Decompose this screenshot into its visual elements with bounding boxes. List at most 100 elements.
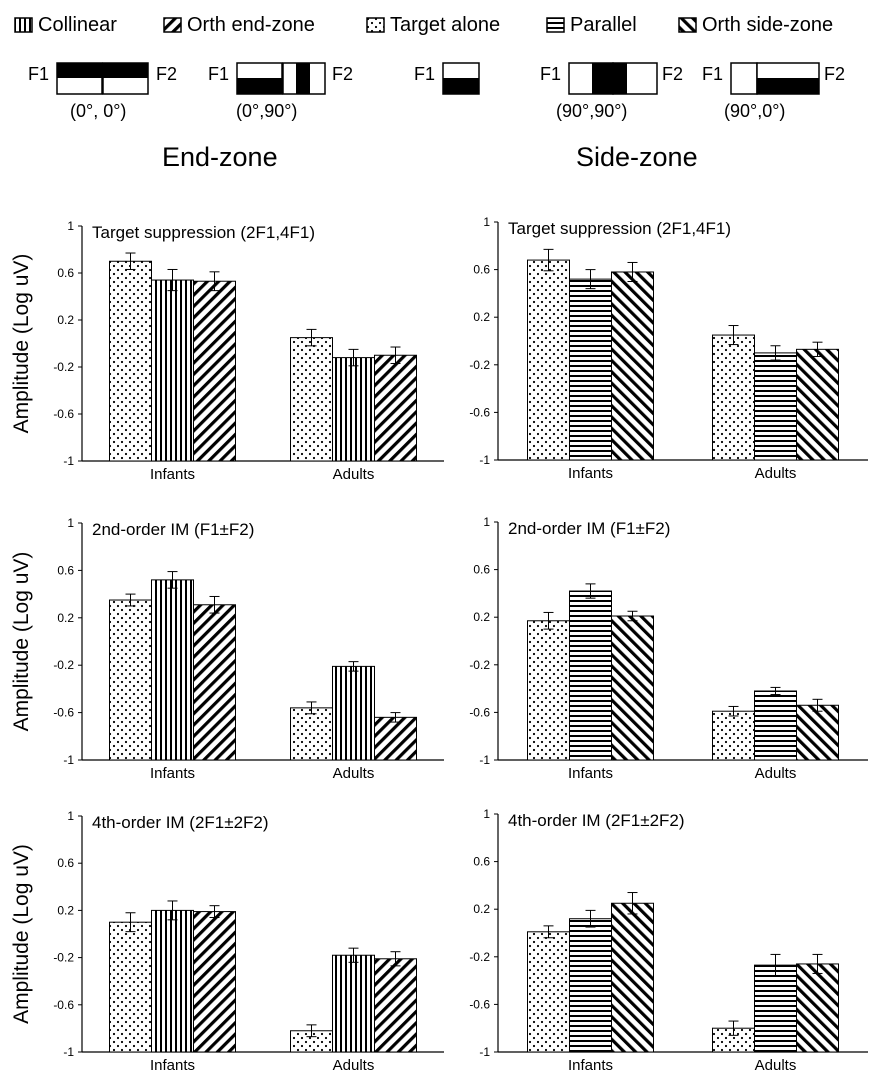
y-tick-label: 0.6: [57, 266, 74, 280]
bar-diag-up: [374, 716, 417, 761]
y-tick-label: 0.6: [57, 563, 74, 577]
bar-dots: [527, 931, 570, 1053]
config-f2-label: F2: [156, 64, 178, 84]
y-axis-label: Amplitude (Log uV): [10, 254, 33, 434]
config-orth-end-zone: F1 F2 (0°,90°): [208, 62, 353, 122]
chart-panel-3: 1 0.6 0.2 -0.2 -0.6 -1 2nd-order IM (F1±F2) Amp…: [10, 516, 444, 782]
legend-label: Parallel: [570, 14, 637, 36]
bar-vertical: [332, 665, 375, 761]
y-tick-label: -0.2: [469, 950, 490, 964]
bar-dots: [712, 710, 755, 761]
config-angle: (90°,0°): [724, 101, 786, 121]
y-tick-label: -0.6: [53, 407, 74, 421]
target-alone-config-icon: [442, 62, 480, 95]
y-tick-label: 0.6: [473, 263, 490, 277]
config-f1-label: F1: [208, 64, 230, 84]
bar-diag-up: [193, 280, 236, 462]
y-tick-label: -0.6: [469, 405, 490, 419]
config-f2-label: F2: [824, 64, 846, 84]
y-tick-label: 0.2: [57, 313, 74, 327]
x-category-label: Infants: [568, 1057, 613, 1074]
x-category-label: Adults: [333, 466, 375, 483]
y-tick-label: -0.2: [53, 658, 74, 672]
bar-diag-up: [193, 911, 236, 1053]
y-tick-label: -0.2: [469, 658, 490, 672]
parallel-config-icon: [568, 62, 658, 95]
side-zone-heading: Side-zone: [576, 142, 698, 172]
y-tick-label: 1: [67, 809, 74, 823]
x-category-label: Infants: [150, 466, 195, 483]
y-tick-label: 1: [67, 219, 74, 233]
y-tick-label: 1: [483, 215, 490, 229]
y-tick-label: 0.2: [57, 903, 74, 917]
y-tick-label: -0.6: [469, 997, 490, 1011]
bar-diag-down: [796, 963, 839, 1053]
bar-dots: [109, 260, 152, 462]
chart-panel-5: 1 0.6 0.2 -0.2 -0.6 -1 4th-order IM (2F1±2F2) A…: [10, 809, 444, 1074]
bar-diag-up: [374, 958, 417, 1053]
y-tick-label: -1: [63, 753, 74, 767]
pattern-diag-down-icon: [678, 17, 697, 33]
x-category-label: Infants: [150, 1057, 195, 1074]
y-tick-label: 0.6: [473, 855, 490, 869]
config-angle: (0°,90°): [236, 101, 298, 121]
bar-vertical: [151, 909, 194, 1053]
pattern-vertical-icon: [14, 17, 33, 33]
y-tick-label: -0.6: [53, 706, 74, 720]
legend-label: Orth side-zone: [702, 14, 834, 36]
legend-label: Target alone: [390, 14, 501, 36]
chart-panel-1: 1 0.6 0.2 -0.2 -0.6 -1 Target suppression (2F1…: [10, 219, 444, 483]
x-category-label: Infants: [568, 765, 613, 782]
config-orth-side-zone: F1 F2 (90°,0°): [702, 62, 846, 122]
chart-panel-2: 1 0.6 0.2 -0.2 -0.6 -1 Target suppression (2F1…: [469, 215, 868, 482]
config-parallel: F1 F2 (90°,90°): [540, 62, 685, 122]
chart-panel-4: 1 0.6 0.2 -0.2 -0.6 -1 2nd-order IM (F1±F2) Inf…: [469, 515, 868, 782]
legend: Collinear Orth end-zone Target alone Par…: [0, 0, 891, 60]
bar-diag-down: [796, 704, 839, 761]
bar-vertical: [151, 579, 194, 761]
y-tick-label: 0.2: [473, 310, 490, 324]
config-f1-label: F1: [540, 64, 562, 84]
bar-dots: [109, 599, 152, 761]
y-tick-label: 0.2: [57, 611, 74, 625]
bar-horizontal: [569, 918, 612, 1053]
bar-horizontal: [569, 278, 612, 461]
y-axis-label: Amplitude (Log uV): [10, 552, 33, 732]
y-tick-label: 1: [483, 515, 490, 529]
bar-dots: [290, 707, 333, 761]
config-angle: (90°,90°): [556, 101, 628, 121]
config-f1-label: F1: [414, 64, 436, 84]
x-category-label: Adults: [755, 465, 797, 482]
collinear-config-icon: [56, 62, 149, 95]
legend-label: Collinear: [38, 14, 117, 36]
y-tick-label: -0.2: [469, 358, 490, 372]
chart-title: 4th-order IM (2F1±2F2): [92, 813, 269, 832]
bar-vertical: [332, 954, 375, 1053]
chart-title: 4th-order IM (2F1±2F2): [508, 811, 685, 830]
config-f2-label: F2: [662, 64, 684, 84]
config-f1-label: F1: [28, 64, 50, 84]
chart-panel-6: 1 0.6 0.2 -0.2 -0.6 -1 4th-order IM (2F1±2F2) I…: [469, 807, 868, 1074]
chart-title: Target suppression (2F1,4F1): [92, 223, 315, 242]
y-tick-label: -1: [479, 1045, 490, 1059]
y-tick-label: 0.2: [473, 902, 490, 916]
config-target-alone: F1: [414, 62, 494, 122]
y-tick-label: -0.2: [53, 360, 74, 374]
config-collinear: F1 F2 (0°, 0°): [28, 62, 177, 122]
x-category-label: Adults: [333, 1057, 375, 1074]
bar-dots: [712, 334, 755, 461]
chart-title: 2nd-order IM (F1±F2): [508, 519, 670, 538]
y-tick-label: 0.6: [473, 563, 490, 577]
y-tick-label: 1: [67, 516, 74, 530]
y-tick-label: -0.6: [53, 998, 74, 1012]
bar-diag-down: [611, 615, 654, 761]
bar-vertical: [151, 279, 194, 462]
x-category-label: Adults: [333, 765, 375, 782]
legend-label: Orth end-zone: [187, 14, 315, 36]
y-axis-label: Amplitude (Log uV): [10, 844, 33, 1024]
y-tick-label: -1: [63, 454, 74, 468]
bar-horizontal: [754, 690, 797, 761]
chart-title: 2nd-order IM (F1±F2): [92, 520, 254, 539]
x-category-label: Adults: [755, 765, 797, 782]
bar-dots: [109, 921, 152, 1053]
